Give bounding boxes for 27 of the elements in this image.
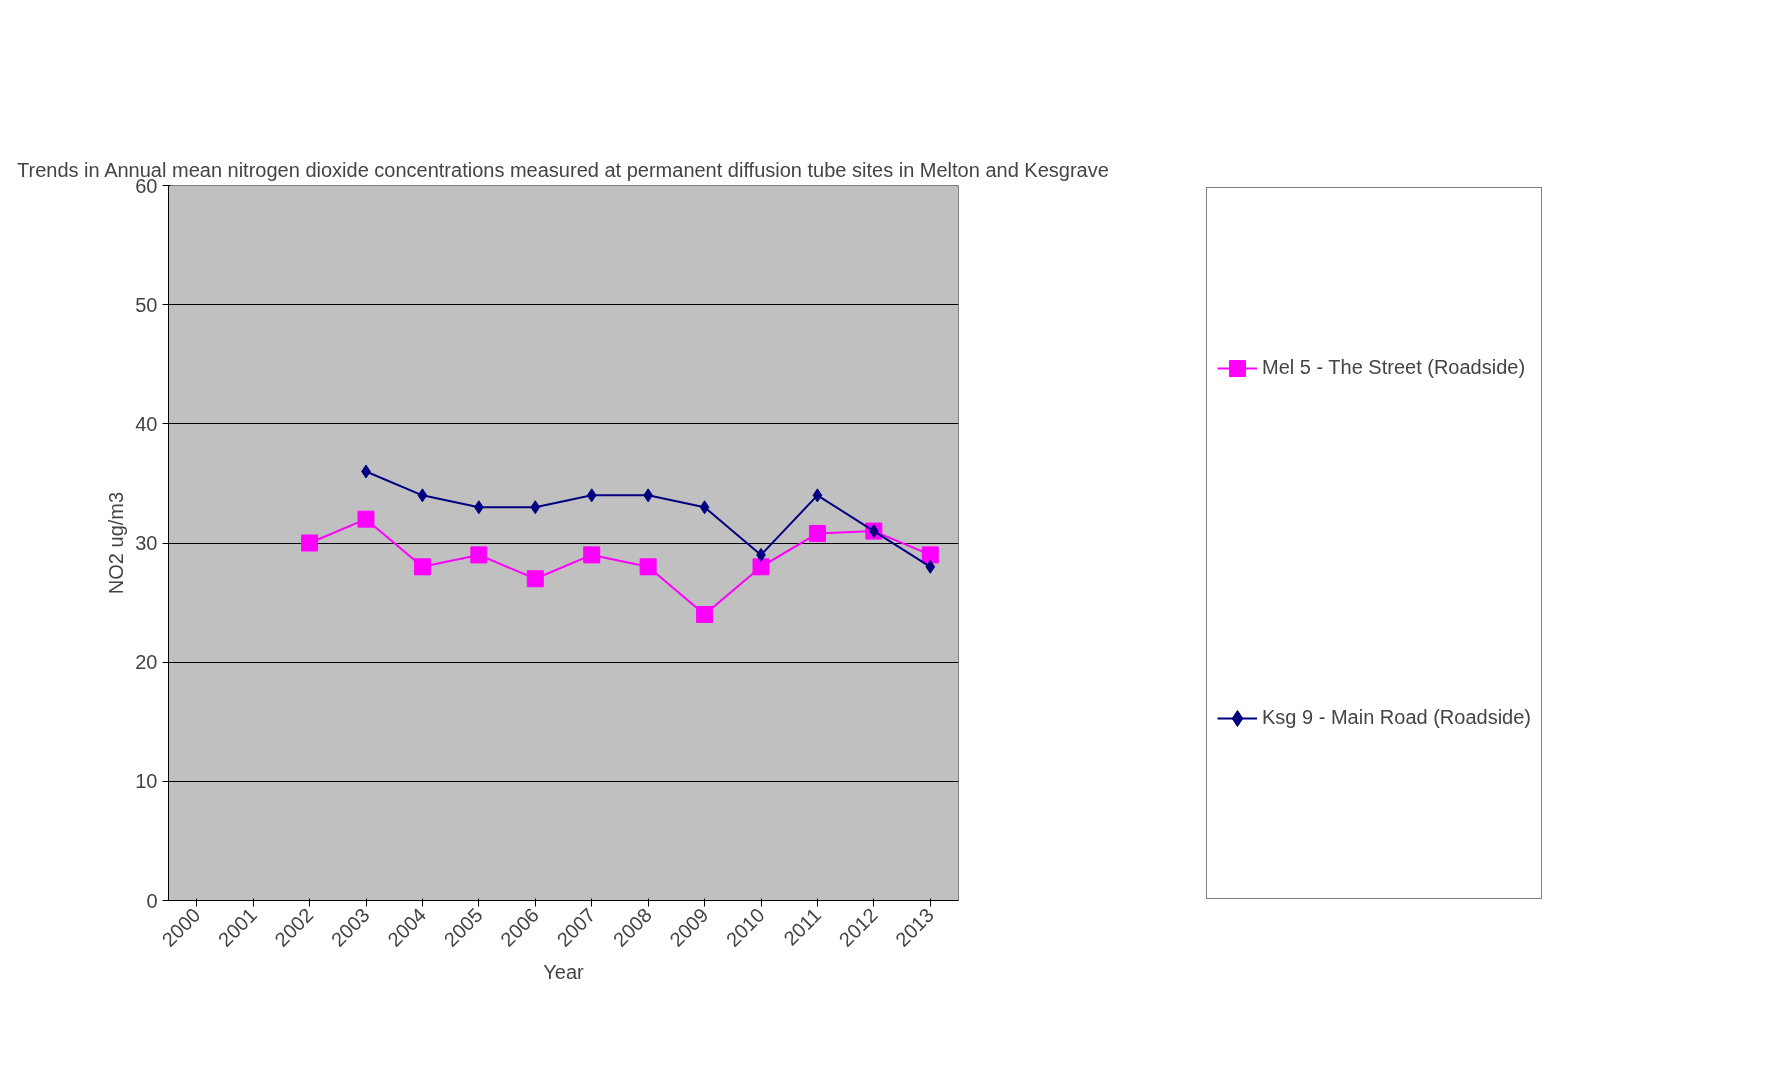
- point: [357, 510, 375, 528]
- point: [526, 570, 544, 588]
- point: [470, 546, 488, 564]
- legend-label: Ksg 9 - Main Road (Roadside): [1261, 705, 1532, 730]
- point: [530, 500, 541, 515]
- y-tick-label: 10: [135, 770, 158, 793]
- point: [925, 559, 936, 574]
- point: [921, 546, 939, 564]
- point: [696, 606, 714, 623]
- x-axis-title: Year: [543, 960, 585, 983]
- point: [752, 558, 770, 576]
- y-tick-label: 0: [146, 889, 158, 912]
- y-tick-label: 50: [135, 293, 158, 316]
- y-tick-label: 30: [135, 532, 158, 554]
- point: [808, 524, 826, 542]
- y-tick-label: 40: [135, 412, 158, 435]
- y-axis-title: NO2 ug/m3: [105, 491, 128, 595]
- point: [812, 488, 823, 503]
- point: [413, 558, 431, 576]
- point: [699, 500, 710, 515]
- point: [301, 534, 319, 552]
- point: [417, 488, 428, 503]
- point: [586, 488, 597, 503]
- point: [639, 558, 657, 576]
- legend-label: Mel 5 - The Street (Roadside): [1261, 355, 1526, 380]
- point: [583, 546, 601, 564]
- y-tick-label: 20: [135, 651, 158, 674]
